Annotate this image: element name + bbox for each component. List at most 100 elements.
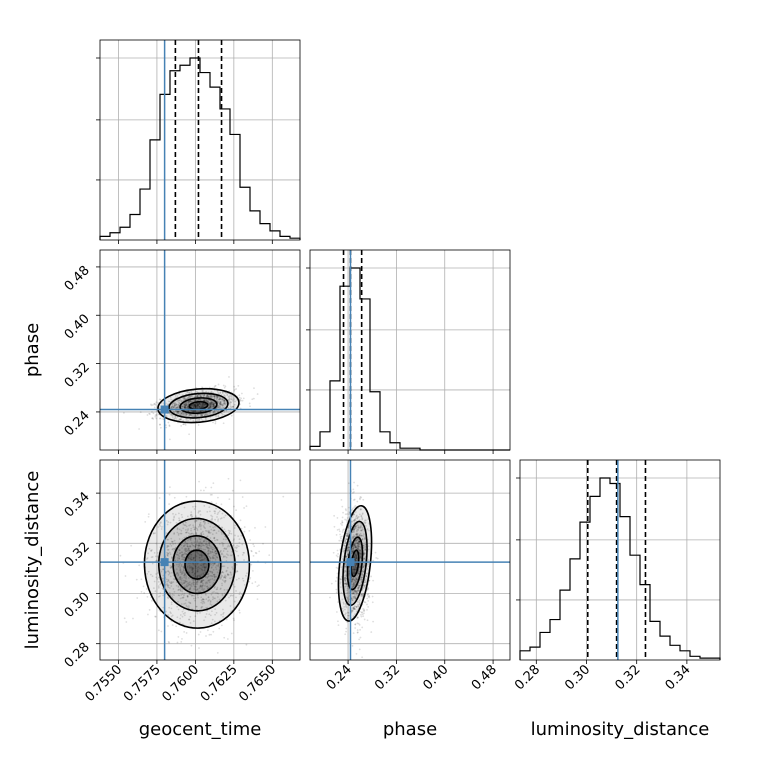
sample-point (200, 533, 203, 536)
sample-point (194, 579, 197, 582)
sample-point (198, 398, 201, 401)
sample-point (205, 581, 208, 584)
sample-point (190, 511, 193, 514)
sample-point (344, 540, 347, 543)
sample-point (183, 403, 186, 405)
sample-point (176, 410, 179, 413)
sample-point (221, 543, 224, 546)
sample-point (216, 396, 219, 399)
sample-point (224, 599, 227, 602)
sample-point (215, 564, 218, 567)
sample-point (194, 410, 197, 413)
sample-point (195, 576, 198, 578)
tick-marks (96, 492, 273, 664)
sample-point (150, 404, 153, 407)
sample-point (161, 568, 164, 571)
sample-point (258, 550, 261, 553)
sample-point (189, 538, 192, 540)
sample-point (353, 498, 356, 501)
sample-point (215, 555, 218, 558)
sample-point (201, 598, 204, 601)
sample-point (176, 641, 179, 644)
sample-point (184, 403, 187, 406)
sample-point (162, 568, 165, 570)
sample-point (196, 547, 199, 550)
sample-point (220, 576, 222, 579)
sample-point (186, 585, 188, 588)
sample-point (187, 547, 190, 550)
sample-point (344, 608, 346, 611)
sample-point (180, 400, 183, 402)
sample-point (234, 524, 237, 527)
sample-point (341, 598, 344, 601)
sample-point (221, 412, 223, 415)
sample-point (170, 414, 173, 417)
sample-point (146, 557, 149, 559)
sample-point (347, 611, 350, 614)
sample-point (145, 558, 148, 560)
sample-point (208, 402, 211, 405)
sample-point (204, 551, 207, 554)
sample-point (376, 557, 379, 560)
sample-point (176, 572, 178, 574)
sample-point (221, 512, 224, 515)
sample-point (188, 391, 191, 394)
sample-point (351, 531, 354, 534)
sample-point (198, 544, 201, 547)
sample-point (372, 559, 375, 562)
sample-point (197, 407, 199, 409)
sample-point (183, 545, 186, 547)
sample-point (206, 585, 209, 588)
sample-point (191, 569, 194, 572)
sample-point (169, 587, 171, 589)
sample-point (183, 423, 186, 425)
sample-point (217, 400, 220, 403)
sample-point (179, 589, 182, 592)
sample-point (181, 551, 184, 554)
sample-point (223, 580, 226, 583)
sample-point (182, 412, 185, 415)
sample-point (160, 528, 163, 530)
sample-point (361, 513, 364, 516)
sample-point (206, 530, 209, 533)
sample-point (168, 424, 171, 427)
sample-point (202, 525, 205, 527)
sample-point (166, 583, 169, 585)
sample-point (209, 574, 212, 577)
sample-point (199, 513, 202, 516)
sample-point (194, 405, 197, 407)
sample-point (353, 607, 356, 610)
sample-point (173, 404, 176, 406)
sample-point (210, 610, 213, 613)
sample-point (221, 594, 224, 597)
sample-point (146, 414, 149, 416)
sample-point (197, 403, 200, 406)
sample-point (178, 563, 180, 566)
sample-point (204, 567, 206, 569)
sample-point (172, 402, 174, 405)
sample-point (184, 547, 187, 550)
sample-point (181, 553, 184, 556)
sample-point (155, 573, 158, 575)
sample-point (194, 585, 197, 588)
sample-point (190, 532, 193, 535)
sample-point (188, 567, 191, 569)
sample-point (344, 565, 347, 568)
sample-point (177, 512, 180, 515)
sample-point (177, 410, 180, 413)
sample-point (346, 549, 348, 552)
sample-point (191, 571, 194, 574)
sample-point (224, 579, 227, 582)
sample-point (203, 414, 206, 417)
sample-point (201, 598, 204, 600)
sample-point (209, 395, 212, 398)
sample-point (167, 421, 170, 424)
sample-point (155, 576, 158, 579)
sample-point (157, 580, 160, 583)
sample-point (209, 600, 212, 602)
sample-point (364, 525, 367, 527)
sample-point (169, 400, 171, 403)
sample-point (220, 503, 223, 506)
sample-point (356, 548, 359, 551)
sample-point (234, 400, 237, 403)
